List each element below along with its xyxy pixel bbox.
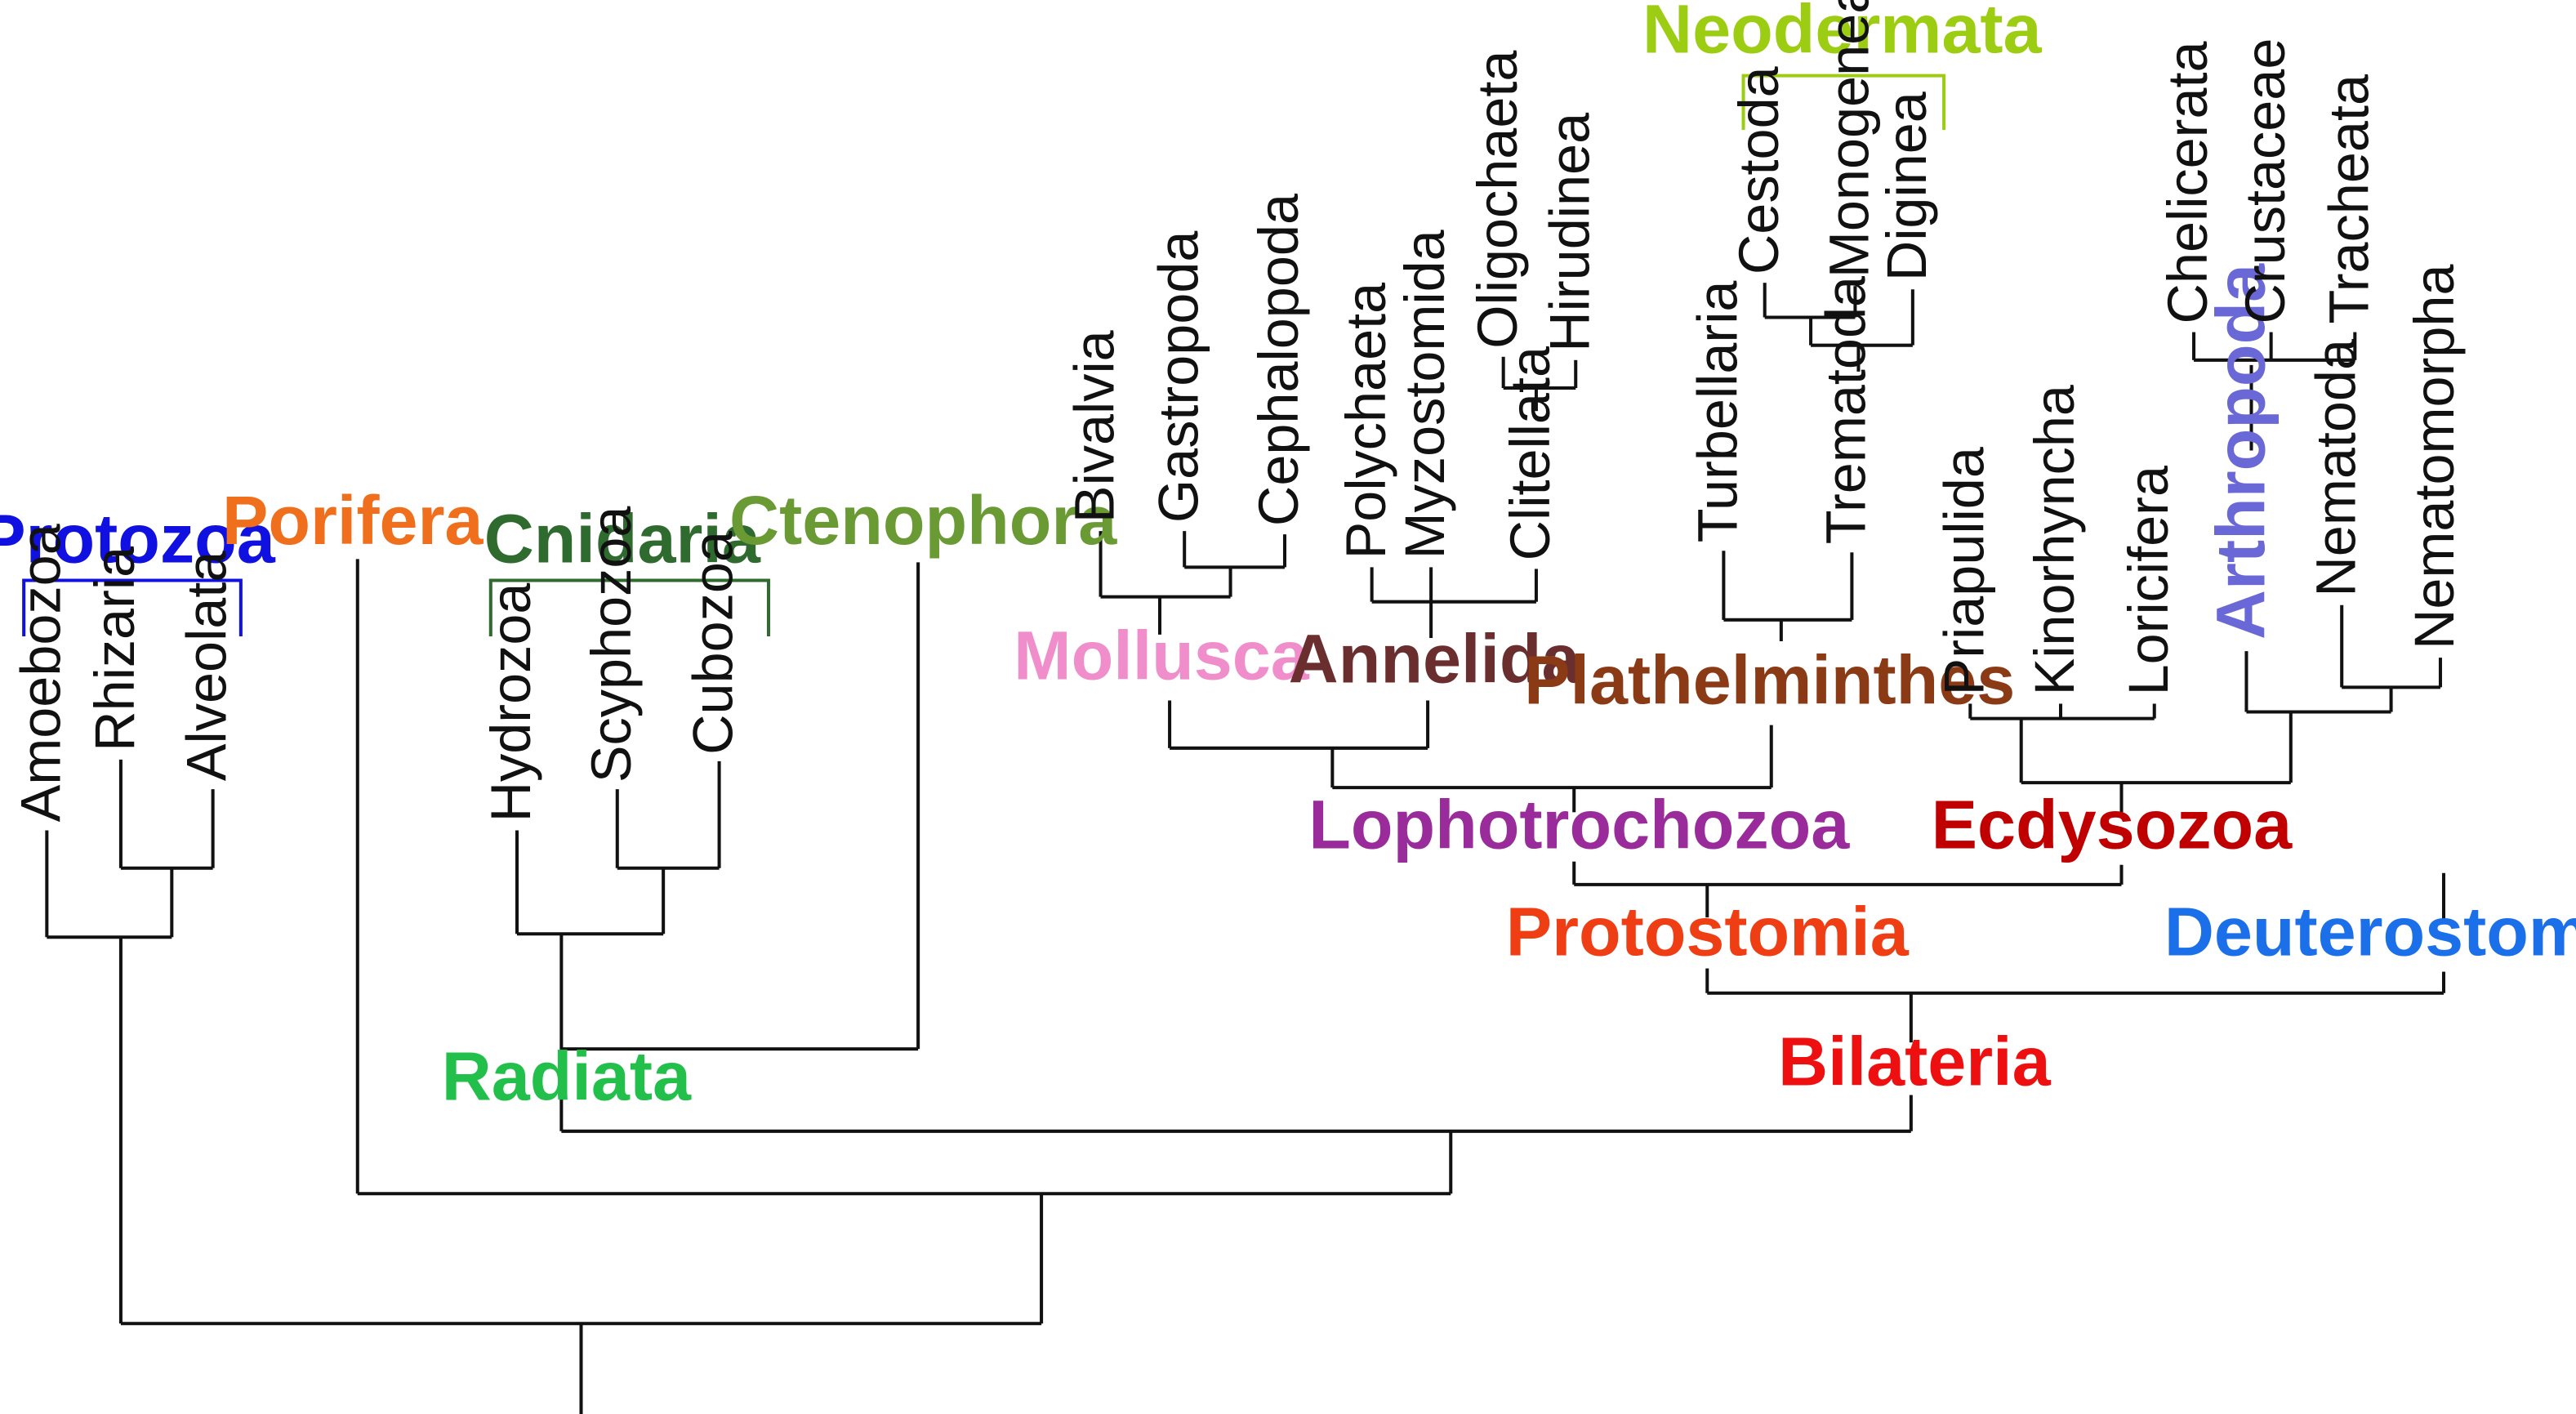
taxon-label-crustaceae: Crustaceae <box>2234 38 2297 324</box>
group-label-arthropoda: Arthropoda <box>2202 263 2280 640</box>
taxon-label-monogenea: Monogenea <box>1818 0 1881 278</box>
taxon-label-cubozoa: Cubozoa <box>682 530 745 755</box>
taxon-label-cephalopoda: Cephalopoda <box>1247 193 1310 526</box>
taxon-label-oligochaeta: Oligochaeta <box>1466 50 1529 349</box>
cnidaria-bracket <box>488 578 770 636</box>
group-label-annelida: Annelida <box>1289 619 1581 697</box>
taxon-label-polychaeta: Polychaeta <box>1335 282 1397 559</box>
group-label-ecdysozoa: Ecdysozoa <box>1932 786 2293 863</box>
taxon-label-diginea: Diginea <box>1875 91 1938 281</box>
group-label-protozoa: Protozoa <box>0 499 276 577</box>
group-label-deuterostomia: Deuterostomia <box>2164 892 2576 970</box>
taxon-label-nematoda: Nematoda <box>2304 338 2367 597</box>
group-label-radiata: Radiata <box>442 1037 692 1115</box>
taxon-label-nematomorpha: Nematomorpha <box>2403 264 2466 650</box>
protozoa-bracket <box>22 578 243 636</box>
taxon-label-chelicerata: Chelicerata <box>2156 40 2219 323</box>
group-label-ctenophora: Ctenophora <box>729 481 1117 559</box>
group-label-protostomia: Protostomia <box>1506 892 1910 970</box>
taxon-label-cestoda: Cestoda <box>1727 65 1790 274</box>
taxon-label-amoebozoa: Amoebozoa <box>9 523 72 822</box>
taxon-label-rhizaria: Rhizaria <box>83 546 146 752</box>
taxon-label-priapulida: Priapulida <box>1932 446 1995 695</box>
taxon-label-hirudinea: Hirudinea <box>1538 112 1601 352</box>
taxon-label-myzostomida: Myzostomida <box>1393 229 1456 559</box>
group-label-mollusca: Mollusca <box>1014 616 1310 694</box>
group-label-porifera: Porifera <box>222 481 484 559</box>
neodermata-bracket <box>1741 74 1946 131</box>
taxon-label-kinorhyncha: Kinorhyncha <box>2023 384 2086 695</box>
group-label-plathelminthes: Plathelminthes <box>1524 640 2015 718</box>
group-label-bilateria: Bilateria <box>1778 1022 2052 1100</box>
taxon-labels: Amoebozoa Rhizaria Alveolata Hydrozoa Sc… <box>9 0 2466 822</box>
group-label-cnidaria: Cnidaria <box>484 499 761 577</box>
taxon-label-loricifera: Loricifera <box>2117 465 2180 695</box>
group-label-lophotrochozoa: Lophotrochozoa <box>1308 786 1850 863</box>
group-label-neodermata: Neodermata <box>1642 0 2042 67</box>
taxon-label-gastropoda: Gastropoda <box>1147 230 1210 523</box>
taxon-label-alveolata: Alveolata <box>176 551 238 781</box>
taxon-label-bivalvia: Bivalvia <box>1063 329 1126 523</box>
taxon-label-tracheata: Tracheata <box>2317 74 2380 323</box>
taxon-label-trematoda: Trematoda <box>1814 275 1877 544</box>
taxon-label-hydrozoa: Hydrozoa <box>479 582 542 823</box>
tree-branches <box>45 283 2446 1414</box>
taxon-label-scyphozoa: Scyphozoa <box>580 506 643 783</box>
taxon-label-turbellaria: Turbellaria <box>1686 280 1749 543</box>
taxon-label-clitellata: Clitellata <box>1499 346 1562 560</box>
